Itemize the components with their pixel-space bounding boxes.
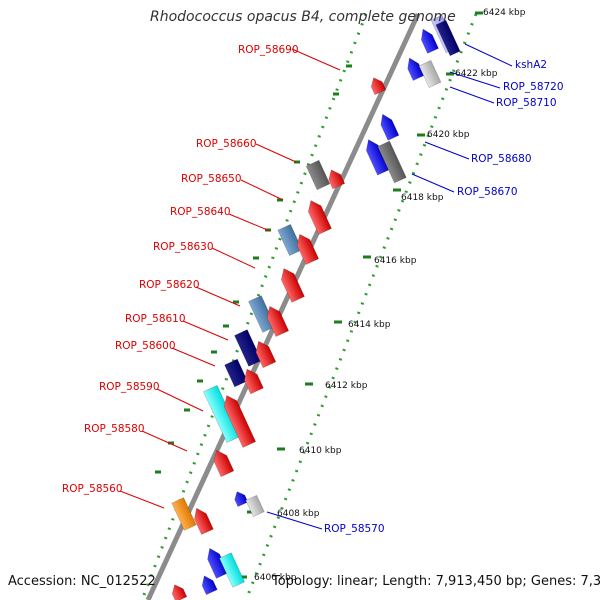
gene-label-rop-58680[interactable]: ROP_58680 [471, 153, 532, 165]
gene-label-rop-58690[interactable]: ROP_58690 [238, 44, 299, 56]
accession-text: Accession: NC_012522 [8, 574, 156, 589]
gene-arrow-rop-58560 [171, 497, 197, 531]
gene-arrow-rop-58600a [234, 329, 262, 367]
backbone-line [145, 12, 421, 600]
leader-line-rop-58620 [195, 286, 241, 307]
leader-line-rop-58560 [119, 490, 165, 509]
scale-label: 6424 kbp [483, 8, 526, 18]
gene-arrow-rop-58680 [366, 139, 390, 176]
gene-arrow-rop-58550 [171, 584, 188, 600]
gene-arrow-rop-58690b [380, 113, 400, 141]
leader-line-rop-58600 [171, 347, 216, 367]
scale-label: 6414 kbp [348, 320, 391, 330]
genome-title: Rhodococcus opacus B4, complete genome [150, 9, 456, 25]
gene-arrow-rop-58580 [223, 395, 257, 448]
gene-arrow-rop-58555 [219, 552, 245, 588]
leader-line-rop-58660 [255, 143, 297, 163]
gene-label-rop-58650[interactable]: ROP_58650 [181, 173, 242, 185]
leader-line-rop-58610 [182, 320, 229, 341]
scale-label: 6406 kbp [254, 573, 297, 583]
leader-line-rop-58580 [141, 430, 188, 452]
gene-label-rop-58660[interactable]: ROP_58660 [196, 138, 257, 150]
gene-label-rop-58610[interactable]: ROP_58610 [125, 313, 186, 325]
gene-arrow-rop-58600c [224, 358, 248, 388]
gene-label-rop-58590[interactable]: ROP_58590 [99, 381, 160, 393]
gene-label-rop-58620[interactable]: ROP_58620 [139, 279, 200, 291]
leader-line-rop-58720 [449, 71, 501, 89]
leader-line-rop-58630 [211, 247, 256, 269]
gene-arrow-rop-58660 [305, 159, 331, 191]
gene-label-rop-58580[interactable]: ROP_58580 [84, 423, 145, 435]
gene-label-rop-58710[interactable]: ROP_58710 [496, 97, 557, 109]
scale-label: 6410 kbp [299, 446, 342, 456]
gene-arrow-rop-58730 [420, 28, 439, 54]
gene-arrow-rop-58630 [277, 223, 303, 257]
gene-arrow-rop-58670 [377, 140, 407, 184]
scale-label: 6422 kbp [455, 69, 498, 79]
gene-arrow-rop-58690 [370, 77, 387, 96]
gene-arrow-rop-58560b [194, 507, 214, 535]
gene-arrow-rop-58620b [280, 268, 305, 303]
gene-arrow-kshA2 [435, 19, 461, 57]
gene-label-rop-58570[interactable]: ROP_58570 [324, 523, 385, 535]
leader-line-rop-58670 [411, 173, 455, 193]
gene-arrow-rop-58575 [234, 491, 249, 508]
leader-line-rop-58640 [228, 213, 271, 232]
leader-line-rop-58690 [291, 48, 341, 71]
scale-label: 6418 kbp [401, 193, 444, 203]
gene-label-ksha2[interactable]: kshA2 [515, 59, 547, 71]
gene-label-rop-58630[interactable]: ROP_58630 [153, 241, 214, 253]
scale-label: 6416 kbp [374, 256, 417, 266]
leader-line-rop-58650 [240, 179, 284, 201]
gene-arrow-rop-58600b [255, 340, 277, 369]
leader-line-rop-58590 [156, 388, 204, 412]
gene-label-rop-58670[interactable]: ROP_58670 [457, 186, 518, 198]
scale-label: 6412 kbp [325, 381, 368, 391]
gene-arrow-rop-58720 [407, 57, 425, 81]
scale-label: 6420 kbp [427, 130, 470, 140]
leader-line-rop-58710 [449, 86, 495, 104]
gene-arrow-rop-58570b [213, 449, 235, 478]
gene-arrow-rop-58545 [201, 575, 218, 596]
gene-arrow-rop-58590b [244, 368, 264, 395]
gene-label-rop-58640[interactable]: ROP_58640 [170, 206, 231, 218]
scale-label: 6408 kbp [277, 509, 320, 519]
gene-arrow-rop-58610 [248, 295, 276, 333]
gene-arrow-rop-58710 [418, 59, 442, 89]
gene-arrow-rop-58620a [296, 233, 320, 265]
leader-line-rop-58570 [266, 511, 323, 530]
gene-label-rop-58720[interactable]: ROP_58720 [503, 81, 564, 93]
gene-arrow-rop-58565 [207, 547, 229, 579]
gene-label-rop-58600[interactable]: ROP_58600 [115, 340, 176, 352]
leader-line-ksha2 [464, 43, 513, 67]
leader-line-rop-58680 [424, 141, 470, 160]
gene-arrow-rop-58650 [328, 169, 346, 190]
genome-summary-text: Topology: linear; Length: 7,913,450 bp; … [272, 574, 600, 589]
gene-label-rop-58560[interactable]: ROP_58560 [62, 483, 123, 495]
gene-arrow-rop-58570 [245, 494, 265, 518]
gene-arrow-rop-58610b [266, 305, 290, 337]
gene-arrow-rop-58640 [307, 200, 332, 235]
